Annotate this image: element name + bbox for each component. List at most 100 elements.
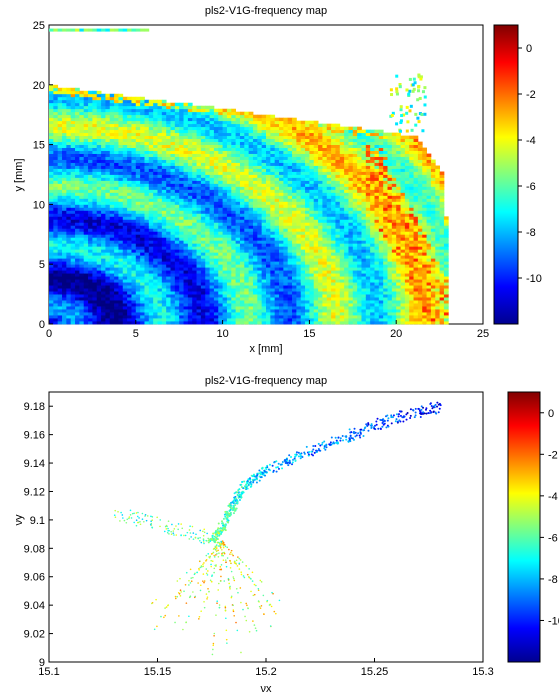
heatmap-cell <box>200 240 206 244</box>
heatmap-cell <box>53 243 59 247</box>
heatmap-cell <box>148 309 154 313</box>
heatmap-cell <box>187 162 193 166</box>
heatmap-cell <box>309 303 315 307</box>
heatmap-cell <box>161 222 167 226</box>
heatmap-cell <box>101 117 106 122</box>
heatmap-cell <box>70 282 76 286</box>
heatmap-cell <box>101 285 106 289</box>
heatmap-cell <box>274 120 280 125</box>
heatmap-cell <box>135 201 141 205</box>
heatmap-cell <box>244 261 250 265</box>
heatmap-cell <box>70 126 76 131</box>
heatmap-cell <box>75 138 80 143</box>
heatmap-cell <box>157 222 163 226</box>
heatmap-cell <box>292 285 297 289</box>
heatmap-cell <box>305 141 310 145</box>
heatmap-cell <box>62 222 67 226</box>
heatmap-cell <box>226 120 232 125</box>
heatmap-cell <box>144 204 150 208</box>
heatmap-cell <box>296 318 302 322</box>
heatmap-cell <box>79 114 85 119</box>
heatmap-cell <box>88 165 93 169</box>
heatmap-cell <box>296 270 302 274</box>
heatmap-cell <box>179 132 184 137</box>
heatmap-cell <box>209 261 215 265</box>
heatmap-cell <box>170 159 176 163</box>
heatmap-cell <box>83 180 89 184</box>
heatmap-cell <box>313 204 319 208</box>
heatmap-cell <box>135 198 141 202</box>
heatmap-cell <box>318 228 323 232</box>
heatmap-cell <box>88 243 93 247</box>
heatmap-cell <box>105 237 111 241</box>
heatmap-cell <box>105 180 111 184</box>
heatmap-cell <box>339 312 345 316</box>
heatmap-cell <box>283 132 289 137</box>
heatmap-cell <box>192 114 197 119</box>
heatmap-cell <box>161 228 167 232</box>
heatmap-cell <box>101 180 106 184</box>
heatmap-cell <box>261 120 267 125</box>
heatmap-cell <box>122 141 128 145</box>
heatmap-cell <box>239 237 245 241</box>
heatmap-cell <box>318 300 323 304</box>
heatmap-cell <box>109 144 115 148</box>
heatmap-cell <box>305 267 310 271</box>
heatmap-cell <box>144 168 150 172</box>
heatmap-cell <box>235 261 241 265</box>
heatmap-cell <box>122 270 128 274</box>
heatmap-cell <box>79 123 85 128</box>
heatmap-cell <box>114 222 119 226</box>
heatmap-cell <box>222 216 228 220</box>
heatmap-cell <box>226 264 232 268</box>
heatmap-cell <box>205 249 210 253</box>
heatmap-cell <box>88 282 93 286</box>
heatmap-cell <box>248 153 254 157</box>
heatmap-cell <box>231 189 237 193</box>
heatmap-cell <box>252 126 258 131</box>
heatmap-cell <box>157 117 163 122</box>
heatmap-cell <box>62 297 67 301</box>
heatmap-cell <box>183 291 189 295</box>
heatmap-cell <box>105 243 111 247</box>
heatmap-cell <box>309 231 315 235</box>
heatmap-cell <box>183 315 189 319</box>
heatmap-cell <box>105 117 111 122</box>
heatmap-cell <box>148 144 154 148</box>
heatmap-cell <box>122 174 128 178</box>
heatmap-cell <box>318 189 323 193</box>
heatmap-cell <box>157 321 163 325</box>
heatmap-cell <box>179 258 184 262</box>
heatmap-cell <box>226 168 232 172</box>
heatmap-cell <box>222 294 228 298</box>
heatmap-cell <box>174 225 180 229</box>
heatmap-cell <box>79 318 85 322</box>
heatmap-cell <box>305 186 310 190</box>
heatmap-cell <box>140 132 145 137</box>
heatmap-cell <box>105 267 111 271</box>
heatmap-cell <box>122 129 128 134</box>
heatmap-cell <box>339 189 345 193</box>
heatmap-cell <box>140 129 145 134</box>
heatmap-cell <box>161 156 167 160</box>
heatmap-cell <box>83 252 89 256</box>
heatmap-cell <box>200 213 206 217</box>
heatmap-cell <box>105 285 111 289</box>
heatmap-cell <box>222 204 228 208</box>
heatmap-cell <box>339 264 345 268</box>
heatmap-cell <box>183 195 189 199</box>
heatmap-cell <box>300 147 306 151</box>
heatmap-cell <box>292 270 297 274</box>
heatmap-cell <box>192 276 197 280</box>
heatmap-cell <box>305 132 310 137</box>
heatmap-cell <box>309 183 315 187</box>
heatmap-cell <box>131 222 137 226</box>
heatmap-cell <box>144 117 150 122</box>
heatmap-cell <box>326 138 332 143</box>
heatmap-cell <box>148 150 154 154</box>
heatmap-cell <box>92 294 98 298</box>
heatmap-cell <box>174 228 180 232</box>
heatmap-cell <box>170 168 176 172</box>
heatmap-cell <box>326 132 332 137</box>
heatmap-cell <box>96 198 102 202</box>
